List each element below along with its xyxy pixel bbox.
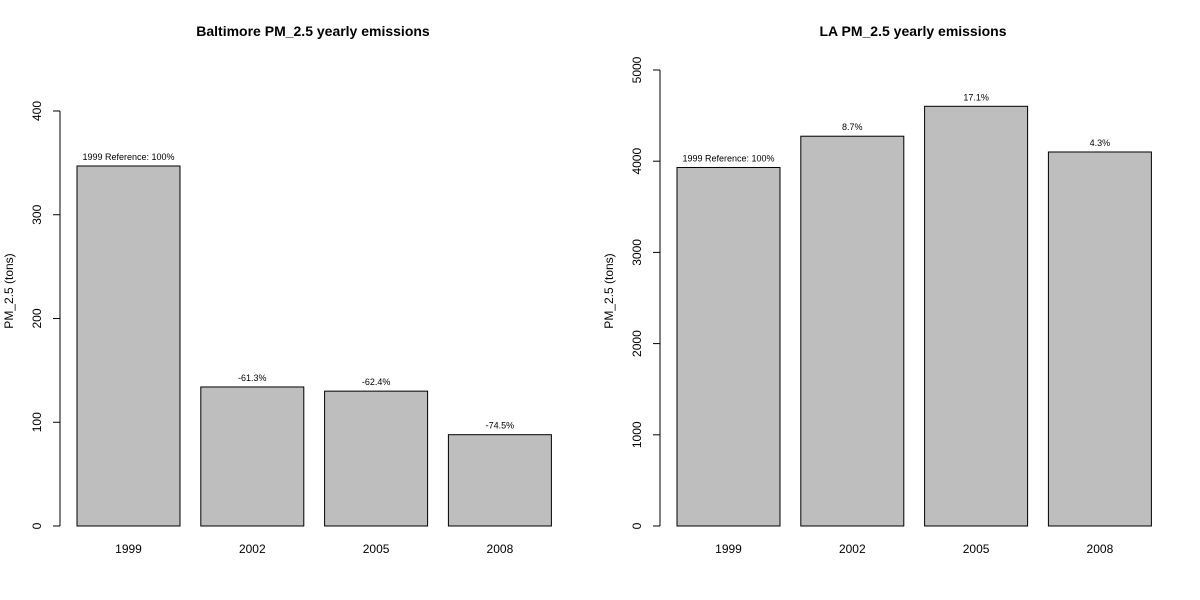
y-tick-label: 400 (30, 101, 44, 121)
chart-title: Baltimore PM_2.5 yearly emissions (196, 23, 430, 39)
data-label: -74.5% (486, 421, 515, 431)
y-tick-label: 0 (30, 522, 44, 529)
data-label: 4.3% (1090, 138, 1111, 148)
x-category-label: 1999 (115, 542, 142, 556)
x-category-label: 2002 (239, 542, 266, 556)
y-axis-label: PM_2.5 (tons) (2, 253, 16, 328)
y-tick-label: 1000 (630, 421, 644, 448)
x-category-label: 2008 (1087, 542, 1114, 556)
bar-2002 (200, 386, 305, 527)
bar-1999 (676, 166, 781, 527)
bar-1999 (76, 165, 181, 527)
data-label: -62.4% (362, 377, 391, 387)
data-label: 1999 Reference: 100% (82, 152, 174, 162)
baltimore-chart-panel: Baltimore PM_2.5 yearly emissions PM_2.5… (2, 23, 552, 556)
y-tick-label: 200 (30, 308, 44, 328)
bar-2008 (1047, 151, 1152, 527)
y-tick-label: 0 (630, 522, 644, 529)
bar-2008 (447, 434, 552, 527)
y-tick-label: 100 (30, 412, 44, 432)
data-label: 8.7% (842, 122, 863, 132)
y-tick-label: 4000 (630, 148, 644, 175)
bar-2002 (800, 135, 905, 527)
data-label: -61.3% (238, 373, 267, 383)
y-tick-label: 3000 (630, 239, 644, 266)
x-category-label: 2005 (363, 542, 390, 556)
bar-2005 (924, 105, 1029, 527)
x-category-label: 2002 (839, 542, 866, 556)
y-tick-label: 300 (30, 204, 44, 224)
bar-2005 (324, 390, 429, 527)
x-category-label: 1999 (715, 542, 742, 556)
y-axis-label: PM_2.5 (tons) (602, 253, 616, 328)
data-label: 1999 Reference: 100% (682, 153, 774, 163)
x-category-label: 2005 (963, 542, 990, 556)
la-chart-panel: LA PM_2.5 yearly emissions PM_2.5 (tons)… (602, 23, 1152, 556)
chart-title: LA PM_2.5 yearly emissions (819, 23, 1006, 39)
y-tick-label: 5000 (630, 56, 644, 83)
y-tick-label: 2000 (630, 330, 644, 357)
x-category-label: 2008 (487, 542, 514, 556)
data-label: 17.1% (963, 92, 989, 102)
